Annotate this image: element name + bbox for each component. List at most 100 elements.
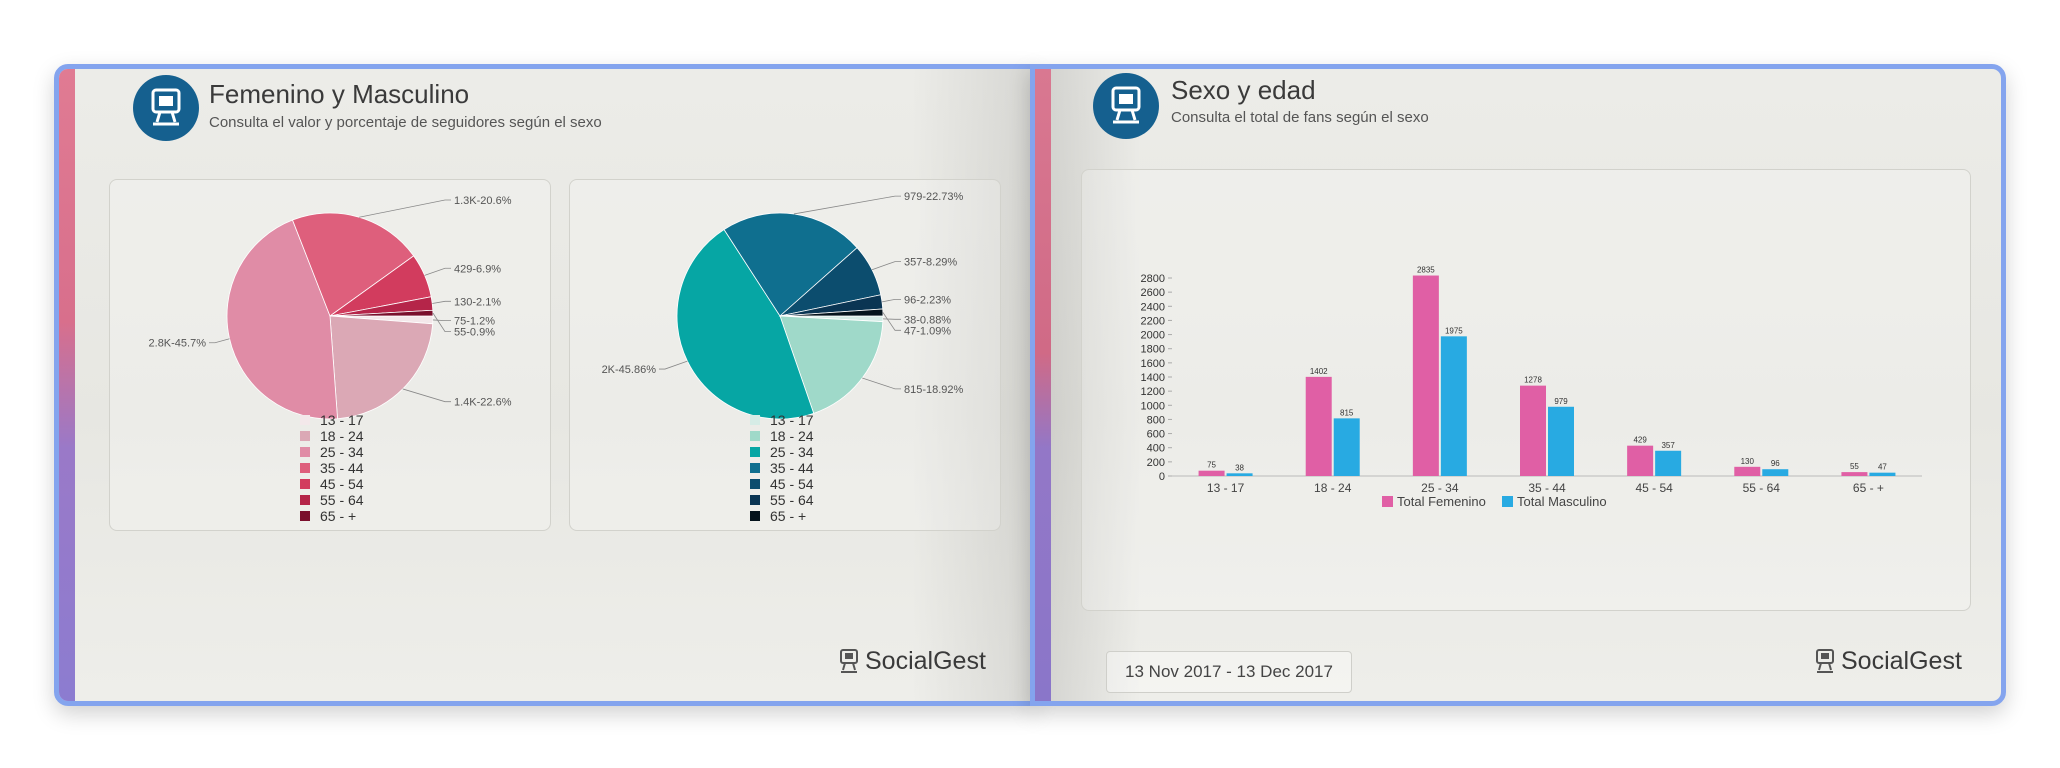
pie-slice-label: 979-22.73% — [904, 191, 964, 203]
legend-swatch — [750, 447, 760, 457]
pie-label-leader — [209, 338, 230, 344]
pie-slice-35-44 — [723, 212, 858, 317]
bar-masculino — [1548, 406, 1574, 476]
bar-femenino — [1841, 472, 1868, 476]
bar-masculino — [1762, 469, 1789, 476]
legend-swatch — [300, 511, 310, 521]
x-tick-label: 25 - 34 — [1421, 481, 1459, 495]
bar-value-label: 47 — [1878, 463, 1887, 472]
x-tick-label: 18 - 24 — [1314, 481, 1352, 495]
female-pie-panel: 75-1.2% 1.4K-22.6% 2.8K-45.7% 1.3K-20.6% 429… — [109, 179, 551, 531]
brand-name: SocialGest — [1841, 647, 1962, 675]
bar-value-label: 429 — [1633, 436, 1647, 445]
pie-slice-label: 130-2.1% — [454, 296, 501, 308]
y-tick-label: 1400 — [1141, 372, 1165, 384]
bar-masculino — [1440, 336, 1467, 476]
bar-value-label: 357 — [1661, 441, 1675, 450]
legend-label: 65 - + — [320, 508, 357, 524]
pie-slice-label: 75-1.2% — [454, 316, 495, 328]
pie-label-leader — [432, 312, 451, 333]
male-age-pie-chart: 38-0.88% 815-18.92% 2K-45.86% 979-22.73% 357… — [602, 191, 964, 420]
bar-value-label: 1278 — [1524, 376, 1542, 385]
legend-label: 13 - 17 — [770, 412, 814, 428]
legend-label: 65 - + — [770, 508, 807, 524]
pie-label-leader — [424, 267, 451, 276]
x-tick-label: 55 - 64 — [1743, 481, 1781, 495]
y-tick-label: 1800 — [1141, 344, 1165, 356]
y-tick-label: 1200 — [1141, 386, 1165, 398]
pie-label-leader — [402, 388, 451, 403]
legend-label: 55 - 64 — [770, 492, 814, 508]
pie-slice-label: 2.8K-45.7% — [149, 338, 207, 350]
y-tick-label: 800 — [1147, 414, 1165, 426]
y-tick-label: 600 — [1147, 429, 1165, 441]
bar-femenino — [1734, 466, 1761, 476]
age-gender-bar-panel: 0 200 400 600 800 1000 1200 1400 1600 1800 2000 220… — [1081, 169, 1971, 611]
x-tick-label: 45 - 54 — [1635, 481, 1673, 495]
page-fold-shadow — [911, 69, 1031, 701]
legend-swatch — [750, 463, 760, 473]
pie-slice-label: 2K-45.86% — [602, 364, 657, 376]
pie-slice-label: 38-0.88% — [904, 314, 951, 326]
legend-swatch — [1502, 496, 1513, 507]
pie-slice-label: 357-8.29% — [904, 257, 957, 269]
legend-label: 45 - 54 — [320, 476, 364, 492]
brand-name: SocialGest — [865, 647, 986, 675]
legend-swatch — [300, 495, 310, 505]
y-tick-label: 2400 — [1141, 301, 1165, 313]
y-tick-label: 0 — [1159, 471, 1165, 483]
bar-masculino — [1655, 450, 1682, 476]
legend-item: 35 - 44 — [300, 460, 364, 476]
page-accent-stripe — [1035, 69, 1051, 701]
legend-item: 55 - 64 — [300, 492, 364, 508]
bar-value-label: 1975 — [1445, 326, 1463, 335]
pie-slice-label: 96-2.23% — [904, 294, 951, 306]
bar-femenino — [1520, 385, 1546, 476]
pie-slice-label: 1.3K-20.6% — [454, 195, 512, 207]
bar-value-label: 96 — [1771, 459, 1780, 468]
legend-item: 18 - 24 — [300, 428, 364, 444]
legend-swatch — [750, 511, 760, 521]
legend-item: 45 - 54 — [750, 476, 814, 492]
pie-slice-label: 55-0.9% — [454, 327, 495, 339]
page-fold-shadow — [1051, 69, 1141, 701]
page-accent-stripe — [59, 69, 75, 701]
legend-label: 18 - 24 — [770, 428, 814, 444]
bar-value-label: 2835 — [1417, 266, 1435, 275]
pie-slice-65-plus — [329, 309, 434, 317]
y-tick-label: 1600 — [1141, 358, 1165, 370]
bar-value-label: 130 — [1741, 457, 1755, 466]
left-report-page: Femenino y Masculino Consulta el valor y… — [54, 64, 1036, 706]
socialgest-brand-logo: SocialGest — [1815, 647, 1962, 676]
socialgest-robot-icon — [840, 648, 858, 673]
page-title: Femenino y Masculino — [209, 79, 470, 109]
socialgest-robot-icon — [133, 75, 199, 141]
bar-femenino — [1412, 275, 1439, 476]
y-tick-label: 200 — [1147, 457, 1165, 469]
page-subtitle: Consulta el total de fans según el sexo — [1171, 109, 1429, 126]
bar-value-label: 979 — [1554, 397, 1568, 406]
x-tick-label: 35 - 44 — [1528, 481, 1566, 495]
bar-femenino — [1305, 376, 1332, 476]
x-tick-label: 65 - + — [1853, 481, 1884, 495]
bar-value-label: 55 — [1850, 462, 1859, 471]
legend-swatch — [750, 479, 760, 489]
legend-label: 18 - 24 — [320, 428, 364, 444]
legend-item: 65 - + — [300, 508, 356, 524]
socialgest-robot-icon — [1093, 73, 1159, 139]
pie-label-leader — [432, 300, 451, 304]
legend-label: 35 - 44 — [320, 460, 364, 476]
bar-masculino — [1333, 418, 1360, 476]
pie-label-leader — [359, 199, 451, 218]
y-tick-label: 2800 — [1141, 273, 1165, 285]
y-tick-label: 2600 — [1141, 287, 1165, 299]
legend-item: 13 - 17 — [750, 412, 814, 428]
bar-femenino — [1627, 445, 1654, 476]
legend-item: 25 - 34 — [300, 444, 364, 460]
legend-label: 55 - 64 — [320, 492, 364, 508]
y-tick-label: 1000 — [1141, 400, 1165, 412]
male-pie-panel: 38-0.88% 815-18.92% 2K-45.86% 979-22.73% 357… — [569, 179, 1001, 531]
female-age-pie-chart: 75-1.2% 1.4K-22.6% 2.8K-45.7% 1.3K-20.6% 429… — [149, 195, 512, 420]
pie-label-leader — [882, 312, 901, 331]
pie-slice-25-34 — [226, 219, 338, 420]
